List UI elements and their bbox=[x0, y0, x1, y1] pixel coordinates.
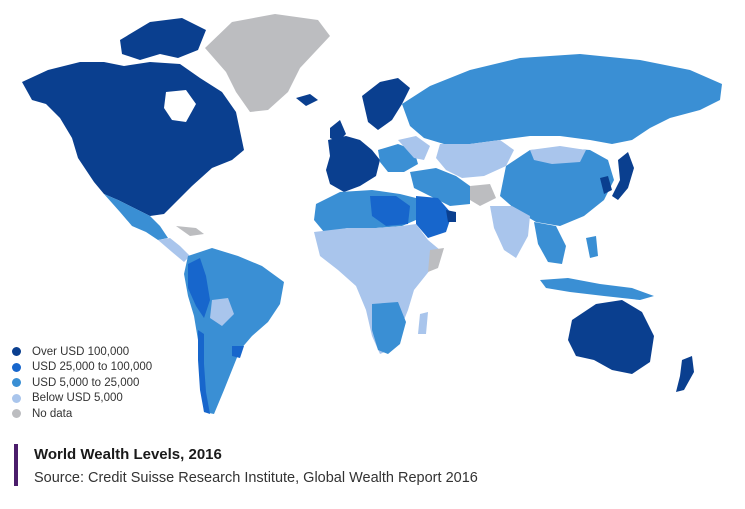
bolivia bbox=[210, 298, 234, 326]
philippines bbox=[586, 236, 598, 258]
new-zealand bbox=[676, 356, 694, 392]
turkey-iran bbox=[410, 168, 470, 206]
legend-swatch bbox=[12, 409, 21, 419]
uk-ireland bbox=[330, 120, 346, 142]
greenland bbox=[205, 14, 330, 112]
sub-saharan-africa bbox=[314, 224, 440, 354]
south-america bbox=[184, 248, 284, 414]
legend-item-5k-25k: USD 5,000 to 25,000 bbox=[12, 375, 152, 391]
north-america bbox=[22, 62, 244, 216]
caption-title: World Wealth Levels, 2016 bbox=[34, 446, 222, 463]
central-america bbox=[158, 238, 190, 262]
legend-label: No data bbox=[32, 407, 73, 420]
libya-egypt bbox=[370, 196, 410, 226]
legend-item-25k-100k: USD 25,000 to 100,000 bbox=[12, 360, 152, 376]
legend-item-below-5k: Below USD 5,000 bbox=[12, 391, 152, 407]
central-asia bbox=[436, 140, 514, 178]
gulf-states bbox=[446, 210, 456, 222]
ukraine-belarus bbox=[398, 136, 430, 160]
legend-label: Below USD 5,000 bbox=[32, 392, 123, 405]
figure-caption: World Wealth Levels, 2016 Source: Credit… bbox=[14, 444, 478, 486]
mongolia bbox=[530, 146, 586, 164]
madagascar bbox=[418, 312, 428, 334]
southeast-asia bbox=[534, 222, 566, 264]
legend-item-no-data: No data bbox=[12, 406, 152, 422]
india bbox=[490, 206, 530, 258]
australia bbox=[568, 300, 654, 374]
saudi-arabia bbox=[416, 196, 452, 238]
legend-swatch bbox=[12, 393, 21, 403]
japan bbox=[612, 152, 634, 200]
legend-label: Over USD 100,000 bbox=[32, 345, 130, 358]
uruguay bbox=[232, 346, 244, 358]
scandinavia bbox=[362, 78, 410, 130]
south-america-west-band bbox=[188, 258, 210, 318]
indonesia bbox=[540, 278, 654, 300]
russia bbox=[402, 54, 722, 144]
iceland bbox=[296, 94, 318, 106]
legend-label: USD 25,000 to 100,000 bbox=[32, 361, 153, 374]
legend-label: USD 5,000 to 25,000 bbox=[32, 376, 140, 389]
southern-africa bbox=[372, 302, 406, 354]
world-map bbox=[22, 14, 722, 414]
map-legend: Over USD 100,000 USD 25,000 to 100,000 U… bbox=[12, 344, 152, 422]
china bbox=[500, 148, 614, 226]
legend-swatch bbox=[12, 378, 21, 388]
afghanistan bbox=[470, 184, 496, 206]
legend-item-over-100k: Over USD 100,000 bbox=[12, 344, 152, 360]
somalia bbox=[428, 248, 444, 272]
hudson-bay bbox=[164, 90, 196, 122]
western-europe bbox=[326, 136, 380, 192]
chile bbox=[198, 330, 210, 414]
korea bbox=[600, 176, 612, 194]
caption-source: Source: Credit Suisse Research Institute… bbox=[34, 470, 478, 486]
mexico bbox=[104, 194, 168, 240]
caribbean bbox=[176, 226, 204, 236]
legend-swatch bbox=[12, 362, 21, 372]
legend-swatch bbox=[12, 347, 21, 357]
canadian-arctic-islands bbox=[120, 18, 206, 60]
